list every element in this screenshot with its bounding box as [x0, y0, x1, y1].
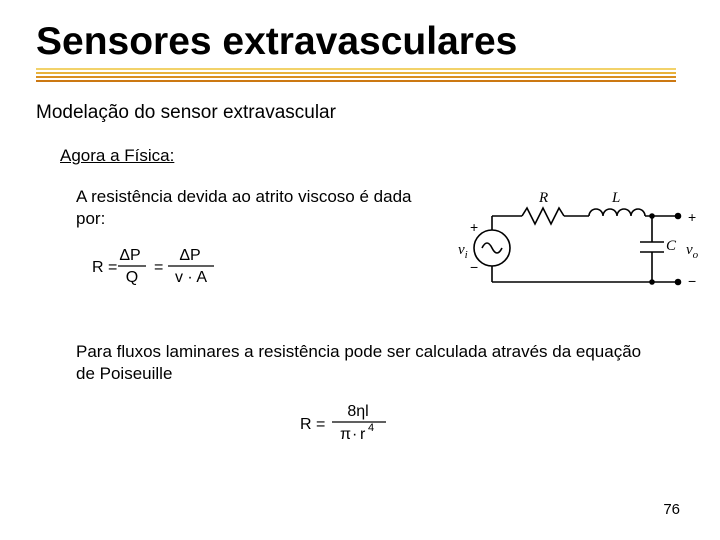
title-underline [36, 68, 676, 84]
para-resistance: A resistência devida ao atrito viscoso é… [76, 186, 416, 230]
plus-left: + [470, 219, 478, 235]
eq1-den1: Q [126, 269, 138, 286]
circuit-wires [474, 208, 681, 285]
circuit-svg: R L C vi vo + − + − [444, 186, 704, 306]
eq1-eq: = [108, 259, 117, 276]
label-C: C [666, 238, 677, 254]
underline-stroke [36, 68, 676, 70]
label-vi: vi [458, 242, 468, 261]
eq2-svg: R = 8ηl π · r 4 [300, 399, 420, 447]
page-number: 76 [663, 501, 680, 518]
underline-stroke [36, 72, 676, 74]
circuit-polarity: + − + − [470, 209, 696, 289]
eq1-den2: v · A [175, 269, 207, 286]
circuit-diagram: R L C vi vo + − + − [444, 186, 704, 311]
label-vo: vo [686, 242, 699, 261]
equation-resistance: R = ΔP Q = ΔP v · A [76, 244, 416, 290]
eq1-lhs: R [92, 259, 104, 276]
eq2-eq: = [316, 416, 325, 433]
equation-poiseuille: R = 8ηl π · r 4 [60, 399, 660, 447]
eq2-pi: π [340, 426, 351, 443]
eq1-eq2: = [154, 259, 163, 276]
body: Agora a Física: A resistência devida ao … [36, 146, 684, 447]
label-L: L [611, 190, 620, 206]
eq1-num2: ΔP [179, 247, 200, 264]
minus-left: − [470, 259, 478, 275]
eq2-exp: 4 [368, 422, 374, 434]
eq2-dot: · [352, 426, 357, 443]
eq1-num1: ΔP [119, 247, 140, 264]
eq2-lhs: R [300, 416, 312, 433]
underline-stroke [36, 80, 676, 82]
slide-subtitle: Modelação do sensor extravascular [36, 102, 684, 124]
para-poiseuille: Para fluxos laminares a resistência pode… [60, 341, 660, 385]
label-R: R [538, 190, 548, 206]
slide: Sensores extravasculares Modelação do se… [0, 0, 720, 540]
row-resistance: A resistência devida ao atrito viscoso é… [60, 186, 684, 311]
slide-title: Sensores extravasculares [36, 20, 684, 64]
physics-label: Agora a Física: [60, 146, 684, 166]
underline-stroke [36, 76, 676, 78]
plus-right: + [688, 209, 696, 225]
eq2-num: 8ηl [347, 403, 368, 420]
eq2-r: r [360, 426, 366, 443]
minus-right: − [688, 273, 696, 289]
text-col: A resistência devida ao atrito viscoso é… [60, 186, 416, 290]
eq1-svg: R = ΔP Q = ΔP v · A [92, 244, 262, 290]
